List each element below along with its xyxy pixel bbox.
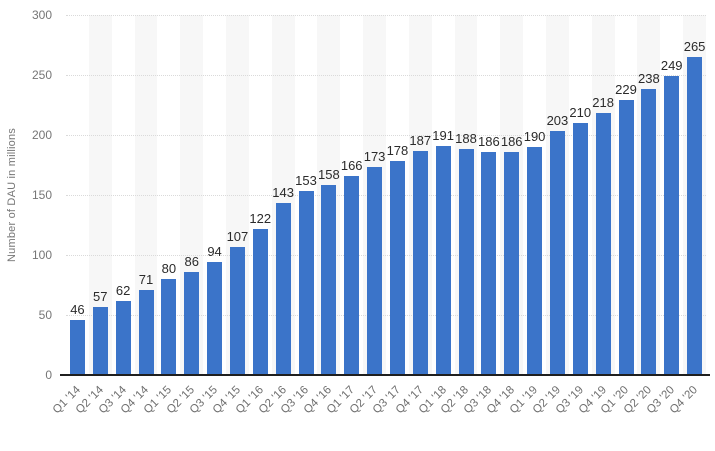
bar-Q415 <box>229 246 245 375</box>
bar-Q216 <box>275 203 291 375</box>
y-tick-label: 0 <box>45 368 52 382</box>
bar-value-label: 46 <box>70 301 85 317</box>
bar-Q117 <box>344 175 360 375</box>
y-tick-label: 150 <box>31 188 52 202</box>
y-tick-label: 250 <box>31 68 52 82</box>
bar-Q215 <box>184 271 200 375</box>
bar-Q417 <box>412 150 428 375</box>
bar-value-label: 188 <box>455 131 477 147</box>
bar-value-label: 249 <box>660 58 683 74</box>
bar-value-label: 80 <box>161 261 177 276</box>
gridline <box>66 315 706 316</box>
gridline <box>66 15 706 16</box>
bar-value-label: 94 <box>207 244 222 260</box>
y-tick-label: 100 <box>31 248 52 262</box>
bar-value-label: 210 <box>569 105 592 120</box>
bar-value-label: 158 <box>317 167 340 183</box>
bar-Q219 <box>549 131 565 375</box>
bar-value-label: 218 <box>592 95 614 111</box>
bar-value-label: 265 <box>683 39 706 54</box>
bar-value-label: 71 <box>138 271 154 287</box>
bar-Q214 <box>92 306 108 375</box>
y-tick-label: 200 <box>31 128 52 142</box>
bar-value-label: 57 <box>93 288 108 304</box>
bar-value-label: 186 <box>500 133 523 149</box>
bar-value-label: 191 <box>432 127 454 143</box>
bar-value-label: 86 <box>184 253 199 269</box>
bar-value-label: 107 <box>226 228 249 244</box>
bar-Q118 <box>435 145 451 375</box>
bar-Q419 <box>595 113 611 375</box>
bar-Q218 <box>458 149 474 375</box>
y-tick-label: 300 <box>31 8 52 22</box>
bar-value-label: 153 <box>295 173 317 189</box>
bar-Q416 <box>321 185 337 375</box>
bar-Q114 <box>69 319 85 375</box>
gridline <box>66 135 706 136</box>
bar-Q116 <box>252 228 268 375</box>
bar-Q217 <box>367 167 383 375</box>
bar-Q414 <box>138 289 154 375</box>
bar-Q119 <box>527 147 543 375</box>
bar-value-label: 166 <box>340 157 363 173</box>
bar-value-label: 178 <box>386 143 409 159</box>
bar-value-label: 122 <box>249 210 272 226</box>
y-tick-label: 50 <box>38 308 52 322</box>
bar-value-label: 62 <box>115 282 131 298</box>
bar-Q120 <box>618 100 634 375</box>
bar-Q317 <box>389 161 405 375</box>
x-axis-baseline <box>60 374 710 376</box>
bar-Q315 <box>207 262 223 375</box>
bar-Q220 <box>641 89 657 375</box>
bar-Q316 <box>298 191 314 375</box>
bar-value-label: 229 <box>615 82 637 98</box>
bar-Q418 <box>504 151 520 375</box>
bar-value-label: 190 <box>523 129 546 144</box>
plot-area: 46 Q1 '14 57 Q2 '14 62 Q3 '14 71 Q4 '14 80 Q1 '15… <box>51 15 706 416</box>
bar-value-label: 238 <box>637 71 660 87</box>
bar-Q420 <box>687 57 703 375</box>
bar-Q320 <box>664 76 680 375</box>
bar-Q314 <box>115 300 131 375</box>
bar-Q318 <box>481 151 497 375</box>
gridline <box>66 255 706 256</box>
bar-value-label: 187 <box>409 132 432 148</box>
bar-value-label: 173 <box>363 149 386 165</box>
bar-Q319 <box>572 123 588 375</box>
bar-value-label: 143 <box>272 185 294 201</box>
gridline <box>66 75 706 76</box>
bar-value-label: 203 <box>546 113 569 129</box>
gridline <box>66 195 706 196</box>
bar-value-label: 186 <box>477 133 500 149</box>
bar-Q115 <box>161 279 177 375</box>
